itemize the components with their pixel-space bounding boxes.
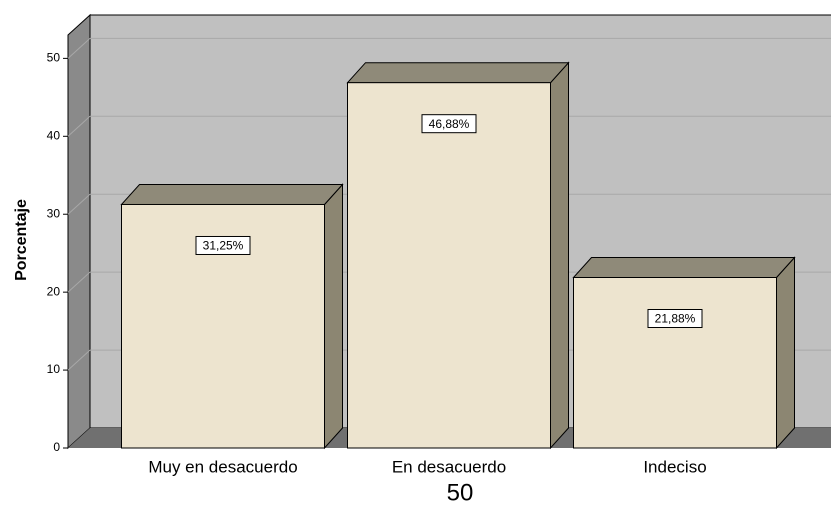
grid-line	[67, 38, 91, 59]
y-tick-label: 40	[47, 128, 61, 142]
y-axis-label: Porcentaje	[13, 199, 30, 281]
grid-line	[67, 115, 91, 137]
value-label: 31,25%	[203, 239, 244, 253]
value-label-box	[195, 235, 251, 255]
value-label: 21,88%	[655, 312, 696, 326]
x-tick-label: En desacuerdo	[392, 457, 506, 476]
bar-side	[324, 183, 343, 450]
bar-top	[120, 183, 344, 205]
grid-line	[67, 349, 91, 371]
x-tick-label: Indeciso	[643, 457, 706, 476]
bar	[347, 82, 551, 449]
grid-line	[67, 271, 91, 293]
value-label: 46,88%	[429, 117, 470, 131]
bar-side	[776, 256, 795, 450]
y-tick-label: 0	[53, 440, 60, 454]
grid-line	[67, 193, 91, 215]
bar-top	[572, 257, 796, 279]
x-tick-label: Muy en desacuerdo	[148, 457, 297, 476]
y-tick-label: 50	[47, 51, 61, 65]
bar-top	[346, 62, 570, 84]
left-wall	[67, 13, 91, 450]
value-label-box	[647, 309, 703, 329]
page-number: 50	[447, 479, 474, 506]
value-label-box	[421, 114, 477, 134]
bar-side	[550, 61, 569, 450]
y-tick-label: 10	[47, 362, 61, 376]
y-tick-label: 20	[47, 284, 61, 298]
bar	[573, 277, 777, 449]
y-tick-label: 30	[47, 206, 61, 220]
